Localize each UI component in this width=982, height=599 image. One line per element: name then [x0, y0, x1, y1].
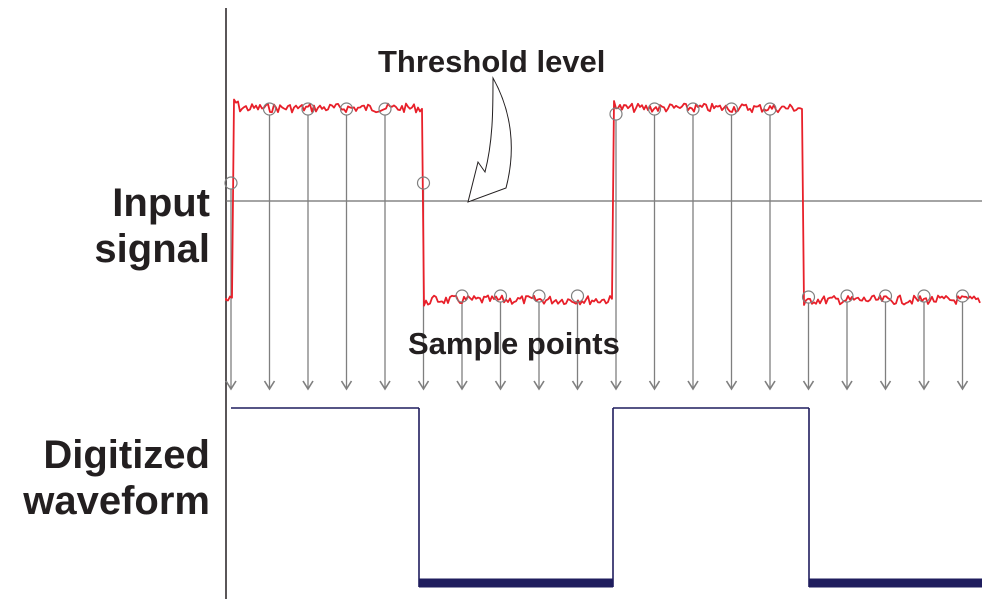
sample-point: [570, 289, 585, 303]
sample-point: [455, 289, 469, 303]
sample-point: [917, 289, 931, 303]
threshold-pointer-arrow: [467, 76, 512, 203]
sample-point: [378, 102, 392, 116]
sample-point: [262, 102, 277, 116]
sample-point: [301, 102, 315, 116]
sample-point: [647, 102, 662, 116]
digitized-waveform: [231, 407, 982, 588]
threshold-level-label: Threshold level: [378, 44, 606, 79]
sample-point: [840, 289, 854, 303]
sample-point: [955, 289, 970, 303]
sample-points-label: Sample points: [408, 326, 620, 361]
sample-point: [609, 107, 623, 121]
sample-point: [493, 289, 508, 303]
input-signal-trace: [225, 98, 981, 307]
sample-point: [724, 102, 739, 116]
digitized-waveform-label: Digitized waveform: [23, 433, 210, 523]
sample-point: [763, 102, 777, 116]
sample-point: [416, 176, 431, 190]
sample-point: [686, 102, 700, 116]
sample-point-markers: [224, 102, 970, 304]
sample-point: [801, 290, 816, 304]
sample-point: [532, 289, 546, 303]
sample-point: [878, 289, 893, 303]
sample-point: [339, 102, 354, 116]
input-signal-label: Input signal: [94, 181, 210, 271]
sample-point: [224, 176, 238, 190]
sample-arrows: [225, 115, 969, 391]
